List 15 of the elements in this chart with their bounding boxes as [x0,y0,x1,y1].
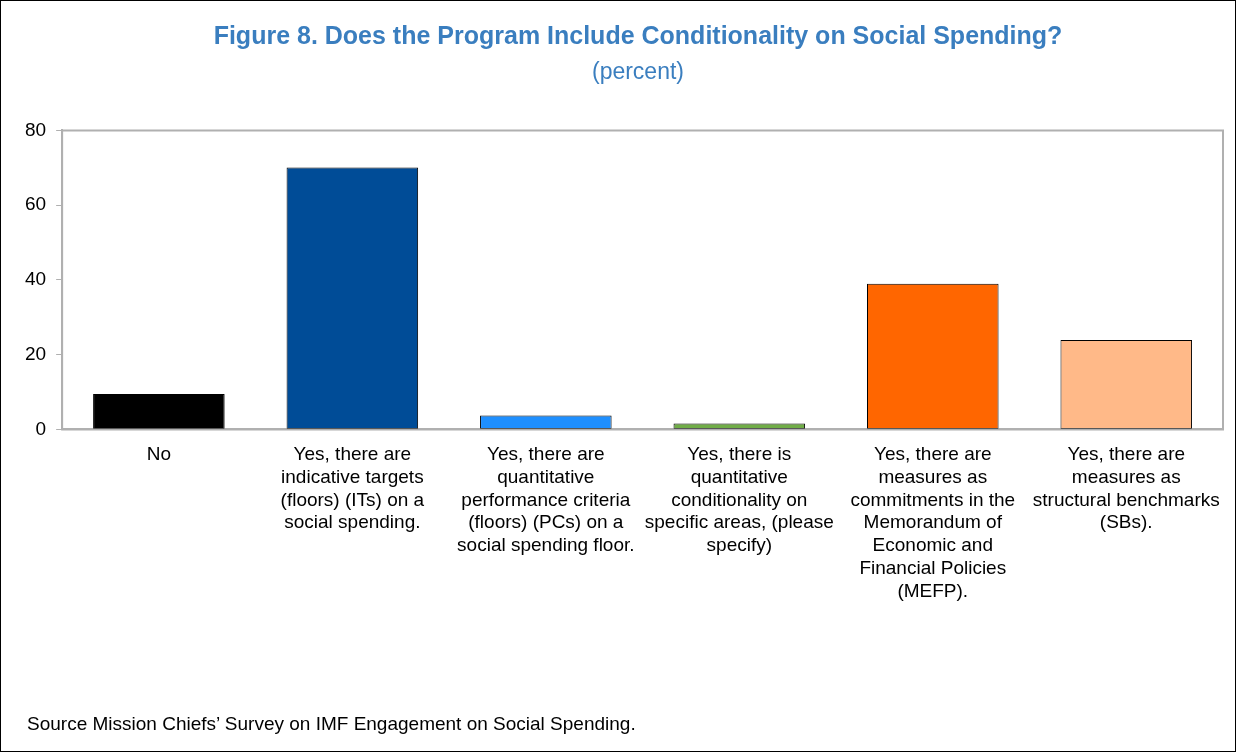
x-tick-label: Yes, there are measures as structural benchmarks (SBs). [1032,443,1220,533]
x-tick-label: Yes, there are measures as commitments in the Memorandum of Economic and Financial Policies (MEFP). [850,443,1016,601]
chart-subtitle: (percent) [590,58,685,85]
chart-title: Figure 8. Does the Program Include Conditionality on Social Spending? [212,21,1064,50]
x-tick-label: Yes, there are quantitative performance criteria (floors) (PCs) on a social spending floor. [457,443,635,556]
bar [93,393,225,429]
x-tick-label: No [146,443,172,465]
y-tick-label: 40 [24,268,47,290]
y-tick-label: 60 [24,193,47,215]
source-note: Source Mission Chiefs’ Survey on IMF Engagement on Social Spending. [27,713,636,735]
x-tick-label: Yes, there is quantitative conditionality on specific areas, (please specify) [644,443,834,556]
y-tick-label: 20 [24,342,47,364]
y-tick-label: 0 [35,417,47,439]
y-tick-label: 80 [24,118,47,140]
x-tick-label: Yes, there are indicative targets (floors) (ITs) on a social spending. [280,443,425,533]
